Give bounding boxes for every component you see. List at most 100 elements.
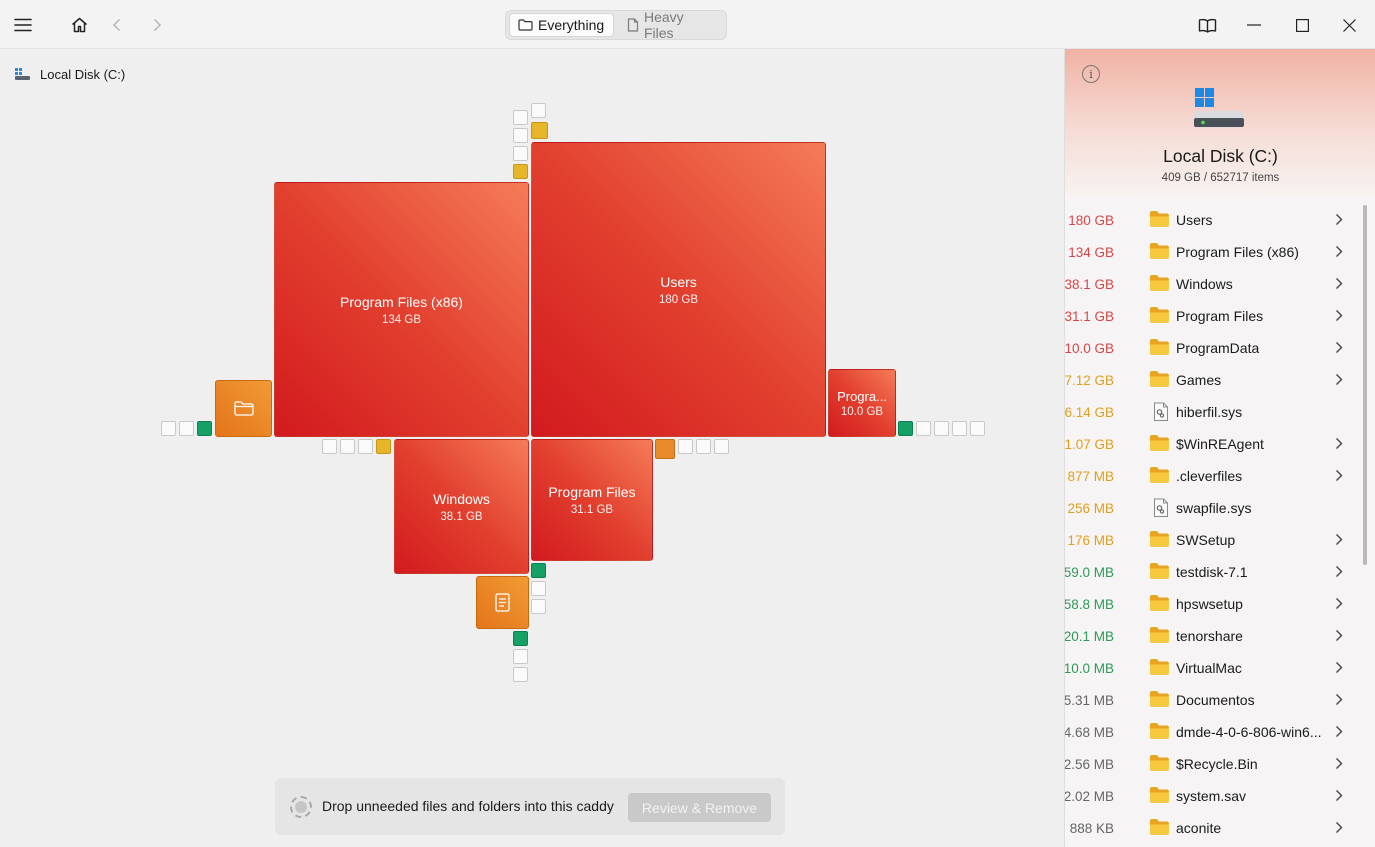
list-item[interactable]: 877 MB .cleverfiles [1065,460,1361,492]
expand-chevron[interactable] [1335,565,1343,583]
treemap-small-item[interactable] [531,581,546,596]
folder-icon [1150,435,1169,451]
expand-chevron[interactable] [1335,661,1343,679]
list-item[interactable]: 59.0 MB testdisk-7.1 [1065,556,1361,588]
list-item[interactable]: 7.12 GB Games [1065,364,1361,396]
expand-chevron[interactable] [1335,341,1343,359]
list-item[interactable]: 134 GB Program Files (x86) [1065,236,1361,268]
expand-chevron[interactable] [1335,373,1343,391]
treemap-small-item[interactable] [696,439,711,454]
caddy-dropzone[interactable]: Drop unneeded files and folders into thi… [275,778,785,835]
treemap-small-item[interactable] [531,122,548,139]
treemap-tile-windows[interactable]: Windows 38.1 GB [394,439,529,574]
expand-chevron[interactable] [1335,213,1343,231]
expand-chevron[interactable] [1335,437,1343,455]
forward-arrow-icon[interactable] [141,8,173,42]
hamburger-menu-icon[interactable] [7,8,39,42]
info-icon[interactable]: i [1082,65,1100,83]
treemap-small-item[interactable] [513,164,528,179]
breadcrumb[interactable]: Local Disk (C:) [14,64,125,84]
treemap-tile-users[interactable]: Users 180 GB [531,142,826,437]
close-icon[interactable] [1333,8,1365,42]
expand-chevron[interactable] [1335,309,1343,327]
review-remove-button[interactable]: Review & Remove [628,793,771,822]
treemap-small-item[interactable] [376,439,391,454]
treemap-small-item[interactable] [678,439,693,454]
list-item[interactable]: 10.0 GB ProgramData [1065,332,1361,364]
chevron-right-icon [1336,342,1343,353]
folder-icon [1150,787,1169,803]
back-arrow-icon[interactable] [101,8,133,42]
list-item[interactable]: 256 MB swapfile.sys [1065,492,1361,524]
list-item[interactable]: 1.07 GB $WinREAgent [1065,428,1361,460]
list-item[interactable]: 31.1 GB Program Files [1065,300,1361,332]
treemap-small-item[interactable] [340,439,355,454]
item-name: Users [1176,212,1213,228]
expand-chevron[interactable] [1335,725,1343,743]
treemap-small-item[interactable] [970,421,985,436]
chevron-right-icon [1336,662,1343,673]
home-icon[interactable] [63,8,95,42]
treemap-small-item[interactable] [916,421,931,436]
expand-chevron[interactable] [1335,821,1343,839]
treemap-small-item[interactable] [513,110,528,125]
item-size: 1.07 GB [1064,436,1114,452]
list-item[interactable]: 180 GB Users [1065,204,1361,236]
treemap-small-item[interactable] [714,439,729,454]
list-item[interactable]: 6.14 GB hiberfil.sys [1065,396,1361,428]
expand-chevron[interactable] [1335,277,1343,295]
list-item[interactable]: 38.1 GB Windows [1065,268,1361,300]
list-item[interactable]: 58.8 MB hpswsetup [1065,588,1361,620]
expand-chevron[interactable] [1335,629,1343,647]
tab-everything[interactable]: Everything [509,13,614,37]
treemap-small-item[interactable] [513,146,528,161]
treemap-small-item[interactable] [513,649,528,664]
treemap-tile-programdata[interactable]: Progra... 10.0 GB [828,369,896,437]
treemap-tile-program-files-x86[interactable]: Program Files (x86) 134 GB [274,182,529,437]
treemap-small-item[interactable] [513,667,528,682]
treemap-small-item[interactable] [513,631,528,646]
treemap-tile-hiberfil[interactable] [476,576,529,629]
treemap-tile-games[interactable] [215,380,272,437]
book-icon[interactable] [1191,8,1223,42]
expand-chevron[interactable] [1335,533,1343,551]
item-size: 256 MB [1067,500,1114,516]
item-folder-icon [1149,818,1170,841]
treemap-small-item[interactable] [952,421,967,436]
treemap-small-item[interactable] [898,421,913,436]
treemap-small-item[interactable] [197,421,212,436]
list-item[interactable]: 10.0 MB VirtualMac [1065,652,1361,684]
treemap-small-item[interactable] [513,128,528,143]
scrollbar[interactable] [1363,205,1367,565]
expand-chevron[interactable] [1335,693,1343,711]
tab-heavy-files[interactable]: Heavy Files [619,9,725,41]
expand-chevron[interactable] [1335,469,1343,487]
maximize-icon[interactable] [1286,8,1318,42]
list-item[interactable]: 5.31 MB Documentos [1065,684,1361,716]
list-item[interactable]: 20.1 MB tenorshare [1065,620,1361,652]
treemap-small-item[interactable] [322,439,337,454]
list-item[interactable]: 888 KB aconite [1065,812,1361,844]
list-item[interactable]: 176 MB SWSetup [1065,524,1361,556]
treemap-small-item[interactable] [161,421,176,436]
list-item[interactable]: 4.68 MB dmde-4-0-6-806-win6... [1065,716,1361,748]
folder-icon [1150,307,1169,323]
view-tabs: Everything Heavy Files [505,9,727,41]
treemap-tile-program-files[interactable]: Program Files 31.1 GB [531,439,653,561]
minimize-icon[interactable] [1238,8,1270,42]
treemap-small-item[interactable] [358,439,373,454]
item-name: system.sav [1176,788,1247,804]
treemap-small-item[interactable] [655,439,675,459]
list-item[interactable]: 2.02 MB system.sav [1065,780,1361,812]
chevron-right-icon [1336,214,1343,225]
treemap-small-item[interactable] [531,599,546,614]
expand-chevron[interactable] [1335,789,1343,807]
treemap-small-item[interactable] [179,421,194,436]
expand-chevron[interactable] [1335,757,1343,775]
expand-chevron[interactable] [1335,245,1343,263]
treemap-small-item[interactable] [531,103,546,118]
expand-chevron[interactable] [1335,597,1343,615]
treemap-small-item[interactable] [531,563,546,578]
list-item[interactable]: 2.56 MB $Recycle.Bin [1065,748,1361,780]
treemap-small-item[interactable] [934,421,949,436]
